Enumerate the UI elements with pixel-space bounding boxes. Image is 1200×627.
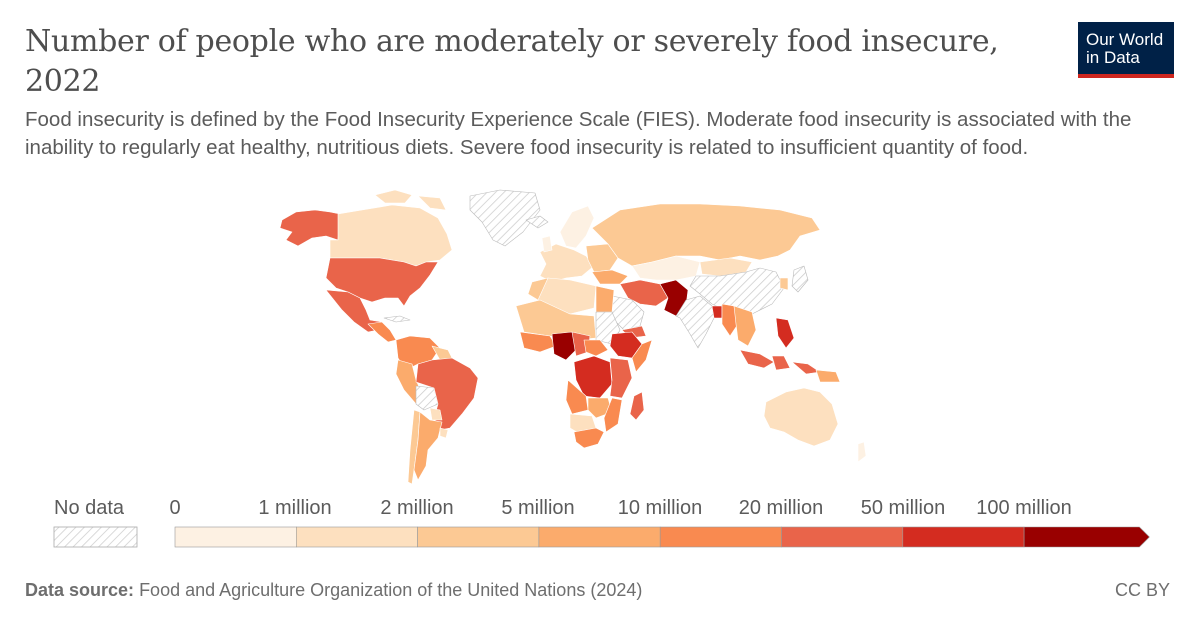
map-region-sahel[interactable] [515,299,597,341]
map-region-west-africa[interactable] [519,331,557,353]
map-region-central-african-republic[interactable] [583,339,609,357]
map-region-uk[interactable] [541,235,553,253]
map-region-somalia[interactable] [631,339,653,373]
map-region-canada-islands[interactable] [374,189,447,211]
our-world-in-data-logo[interactable]: Our World in Data [1078,22,1174,78]
map-region-nigeria[interactable] [551,331,579,361]
map-region-myanmar[interactable] [721,303,739,337]
map-region-south-africa[interactable] [573,427,605,449]
map-region-brazil[interactable] [415,357,479,431]
map-region-mozambique[interactable] [603,397,623,433]
map-region-new-zealand[interactable] [857,441,867,463]
map-region-paraguay[interactable] [429,407,443,421]
map-region-greenland[interactable] [469,189,541,247]
map-region-iran[interactable] [619,279,669,307]
map-region-uruguay[interactable] [439,427,449,439]
map-region-australia[interactable] [763,387,839,447]
map-region-kenya-tanzania[interactable] [609,357,633,399]
map-region-angola[interactable] [565,379,589,415]
chart-subtitle: Food insecurity is defined by the Food I… [25,108,1132,159]
map-region-korea[interactable] [779,277,789,291]
map-region-dr-congo[interactable] [573,355,613,399]
map-region-alaska[interactable] [279,209,341,247]
map-region-indonesia[interactable] [739,349,821,375]
title-line-2: 2022 [25,64,101,99]
map-region-scandinavia[interactable] [559,205,595,249]
map-region-turkey[interactable] [591,269,629,285]
map-region-madagascar[interactable] [629,391,645,421]
map-region-china[interactable] [689,267,785,315]
license-label[interactable]: CC BY [1114,580,1170,600]
footer-source: Data source: Food and Agriculture Organi… [25,580,642,601]
map-region-russia[interactable] [591,203,821,267]
map-region-canada[interactable] [329,204,453,267]
map-region-papua-new-guinea[interactable] [815,369,841,383]
map-region-argentina[interactable] [413,411,443,481]
logo-line-1: Our World [1086,30,1164,49]
map-region-egypt[interactable] [595,285,615,313]
logo-line-2: in Data [1086,48,1140,67]
map-region-bolivia[interactable] [415,385,439,411]
map-region-western-europe[interactable] [539,243,595,283]
chart-title: Number of people who are moderately or s… [25,22,1025,102]
title-line-1: Number of people who are moderately or s… [25,24,999,59]
map-region-cuba[interactable] [383,315,411,323]
map-region-central-america[interactable] [367,321,397,343]
map-region-bangladesh[interactable] [711,305,723,319]
source-label: Data source: [25,580,135,600]
map-region-philippines[interactable] [775,317,795,349]
map-region-thailand-laos-vietnam[interactable] [733,305,757,347]
map-region-india[interactable] [675,295,715,349]
map-region-iceland[interactable] [525,215,549,229]
map-region-japan[interactable] [791,265,809,293]
source-text[interactable]: Food and Agriculture Organization of the… [139,580,643,600]
